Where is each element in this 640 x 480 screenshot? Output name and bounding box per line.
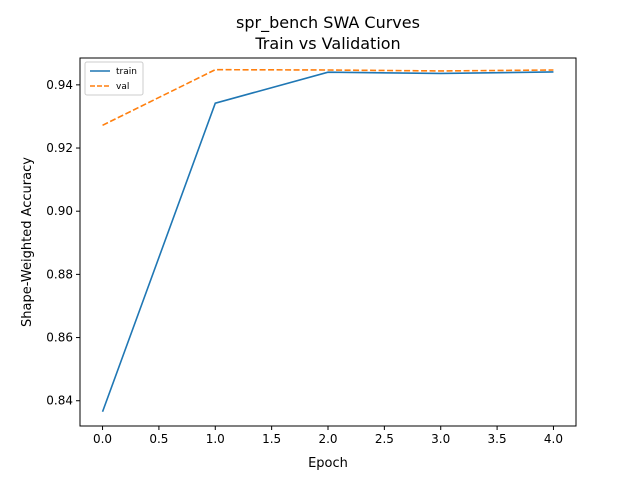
y-tick-label: 0.86 [46,331,73,345]
x-tick-label: 2.5 [375,432,394,446]
x-tick-label: 2.0 [318,432,337,446]
y-tick-label: 0.92 [46,141,73,155]
x-tick-label: 3.5 [488,432,507,446]
x-tick-label: 3.0 [431,432,450,446]
y-axis-ticks: 0.84 0.86 0.88 0.90 0.92 0.94 [46,78,80,408]
x-tick-label: 0.0 [93,432,112,446]
series-line-train [101,71,554,413]
legend: train val [84,61,144,96]
y-tick-label: 0.94 [46,78,73,92]
x-tick-label: 1.0 [206,432,225,446]
y-tick-label: 0.84 [46,394,73,408]
x-tick-label: 0.5 [149,432,168,446]
y-tick-label: 0.90 [46,204,73,218]
series-layer [101,68,554,413]
y-axis-label: Shape-Weighted Accuracy [20,157,35,327]
legend-label-val: val [116,82,129,92]
x-axis-label: Epoch [308,456,348,471]
x-tick-label: 4.0 [544,432,563,446]
y-tick-label: 0.88 [46,267,73,281]
x-axis-ticks: 0.0 0.5 1.0 1.5 2.0 2.5 3.0 3.5 4.0 [93,426,563,446]
legend-label-train: train [116,67,137,77]
x-tick-label: 1.5 [262,432,281,446]
chart-title: spr_bench SWA Curves [236,13,420,33]
chart-subtitle: Train vs Validation [254,34,400,53]
series-line-val [102,68,554,126]
